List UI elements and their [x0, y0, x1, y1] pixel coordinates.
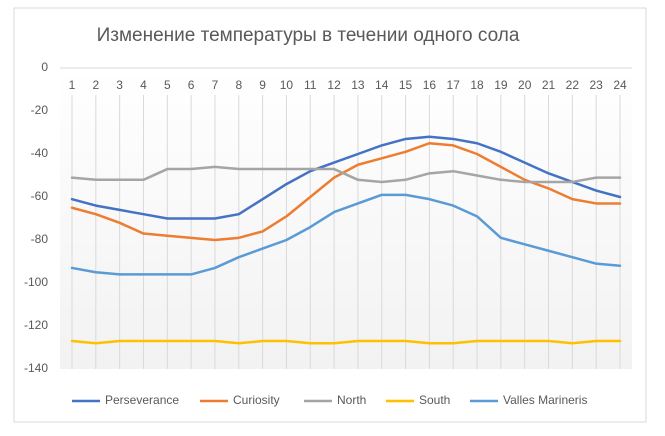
y-tick-label: -40: [31, 146, 49, 160]
x-tick-label: 12: [327, 78, 341, 92]
series-line: [70, 135, 622, 220]
x-tick-label: 18: [470, 78, 484, 92]
legend-label: Valles Marineris: [503, 393, 587, 407]
y-tick-label: -100: [24, 275, 48, 289]
chart-title: Изменение температуры в течении одного с…: [97, 25, 520, 46]
x-tick-label: 9: [259, 78, 266, 92]
legend-label: Curiosity: [233, 393, 280, 407]
x-tick-label: 22: [566, 78, 580, 92]
x-tick-label: 20: [518, 78, 532, 92]
legend-label: Perseverance: [105, 393, 179, 407]
x-tick-label: 23: [589, 78, 603, 92]
y-tick-label: 0: [41, 60, 48, 74]
plot-area: [60, 68, 632, 369]
y-tick-label: -20: [31, 103, 49, 117]
x-tick-label: 11: [304, 78, 317, 92]
series-line: [70, 339, 622, 345]
x-tick-label: 2: [92, 78, 99, 92]
x-tick-label: 17: [447, 78, 461, 92]
x-tick-label: 3: [116, 78, 123, 92]
series-line: [70, 193, 622, 276]
x-tick-label: 5: [164, 78, 171, 92]
legend-label: North: [337, 393, 366, 407]
series-line: [70, 165, 622, 184]
y-tick-label: -120: [24, 318, 48, 332]
x-tick-label: 15: [399, 78, 413, 92]
y-tick-label: -140: [24, 361, 48, 375]
x-tick-label: 21: [542, 78, 556, 92]
x-tick-label: 10: [280, 78, 294, 92]
x-tick-label: 4: [140, 78, 147, 92]
x-tick-label: 7: [212, 78, 219, 92]
x-tick-label: 6: [188, 78, 195, 92]
y-tick-label: -80: [31, 232, 49, 246]
legend-label: South: [419, 393, 450, 407]
x-tick-label: 13: [351, 78, 365, 92]
x-tick-label: 16: [423, 78, 437, 92]
x-tick-label: 19: [494, 78, 508, 92]
x-tick-label: 8: [235, 78, 242, 92]
x-tick-label: 24: [613, 78, 627, 92]
y-tick-label: -60: [31, 189, 49, 203]
x-tick-label: 14: [375, 78, 389, 92]
x-tick-label: 1: [69, 78, 76, 92]
